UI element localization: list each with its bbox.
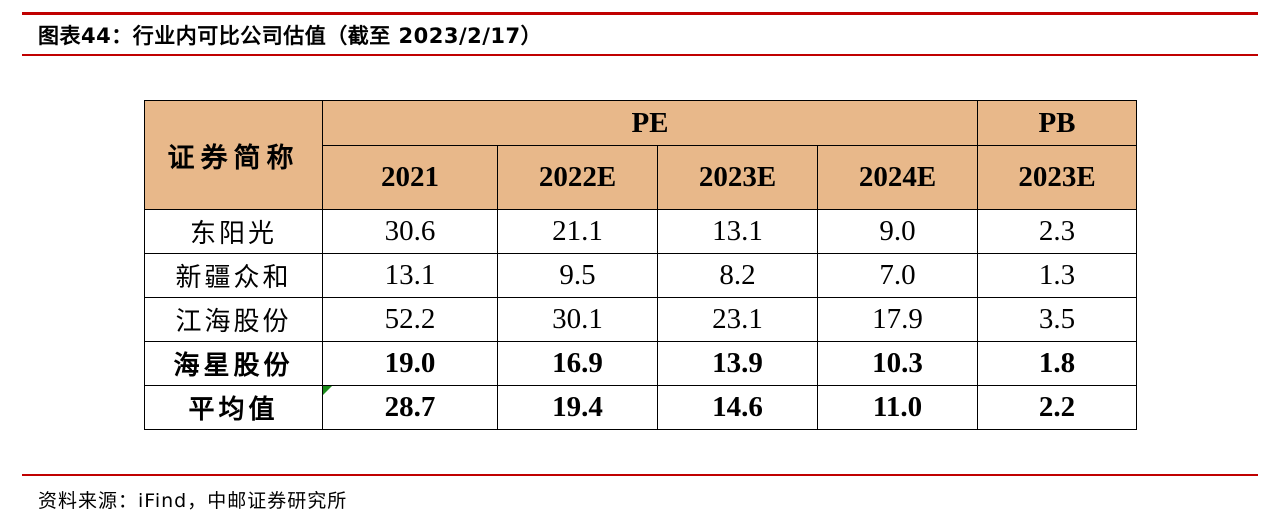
cell-value: 14.6 xyxy=(657,385,818,430)
top-rule xyxy=(22,12,1258,15)
cell-value: 9.5 xyxy=(497,253,658,298)
cell-value: 13.9 xyxy=(657,341,818,386)
cell-value: 19.4 xyxy=(497,385,658,430)
cell-value: 23.1 xyxy=(657,297,818,342)
figure-title: 图表44：行业内可比公司估值（截至 2023/2/17） xyxy=(38,24,543,48)
cell-value: 10.3 xyxy=(817,341,978,386)
row-name: 江海股份 xyxy=(144,297,323,342)
cell-value: 1.3 xyxy=(977,253,1137,298)
cell-value: 9.0 xyxy=(817,209,978,254)
header-pb: PB xyxy=(977,100,1137,146)
title-rule xyxy=(22,54,1258,56)
cell-value: 8.2 xyxy=(657,253,818,298)
cell-text: 28.7 xyxy=(384,391,436,423)
cell-value: 21.1 xyxy=(497,209,658,254)
cell-value: 3.5 xyxy=(977,297,1137,342)
cell-value: 30.1 xyxy=(497,297,658,342)
cell-value: 13.1 xyxy=(322,253,498,298)
row-name: 平均值 xyxy=(144,385,323,430)
cell-marker-icon xyxy=(323,386,332,395)
cell-value: 13.1 xyxy=(657,209,818,254)
cell-value: 52.2 xyxy=(322,297,498,342)
row-name: 海星股份 xyxy=(144,341,323,386)
row-name: 东阳光 xyxy=(144,209,323,254)
valuation-table: 证券简称 PE PB 2021 2022E 2023E 2024E 2023E … xyxy=(144,100,1137,430)
cell-value: 2.2 xyxy=(977,385,1137,430)
header-year: 2023E xyxy=(657,145,818,210)
row-name: 新疆众和 xyxy=(144,253,323,298)
table-row: 海星股份 19.0 16.9 13.9 10.3 1.8 xyxy=(144,341,1137,386)
header-year: 2023E xyxy=(977,145,1137,210)
cell-value: 1.8 xyxy=(977,341,1137,386)
cell-value: 2.3 xyxy=(977,209,1137,254)
cell-value: 30.6 xyxy=(322,209,498,254)
cell-value: 7.0 xyxy=(817,253,978,298)
header-pe: PE xyxy=(322,100,978,146)
table-row: 新疆众和 13.1 9.5 8.2 7.0 1.3 xyxy=(144,253,1137,298)
header-row-group: 证券简称 PE PB xyxy=(144,100,1137,210)
table-row: 东阳光 30.6 21.1 13.1 9.0 2.3 xyxy=(144,209,1137,254)
header-security-name: 证券简称 xyxy=(144,100,323,210)
cell-value: 28.7 xyxy=(322,385,498,430)
table-row: 江海股份 52.2 30.1 23.1 17.9 3.5 xyxy=(144,297,1137,342)
cell-value: 17.9 xyxy=(817,297,978,342)
cell-value: 19.0 xyxy=(322,341,498,386)
bottom-rule xyxy=(22,474,1258,476)
header-row-years: 2021 2022E 2023E 2024E 2023E xyxy=(145,145,1137,210)
header-year: 2021 xyxy=(322,145,498,210)
table-row-average: 平均值 28.7 19.4 14.6 11.0 2.2 xyxy=(144,385,1137,430)
cell-value: 11.0 xyxy=(817,385,978,430)
header-year: 2024E xyxy=(817,145,978,210)
source-note: 资料来源：iFind，中邮证券研究所 xyxy=(38,490,348,512)
cell-value: 16.9 xyxy=(497,341,658,386)
header-year: 2022E xyxy=(497,145,658,210)
